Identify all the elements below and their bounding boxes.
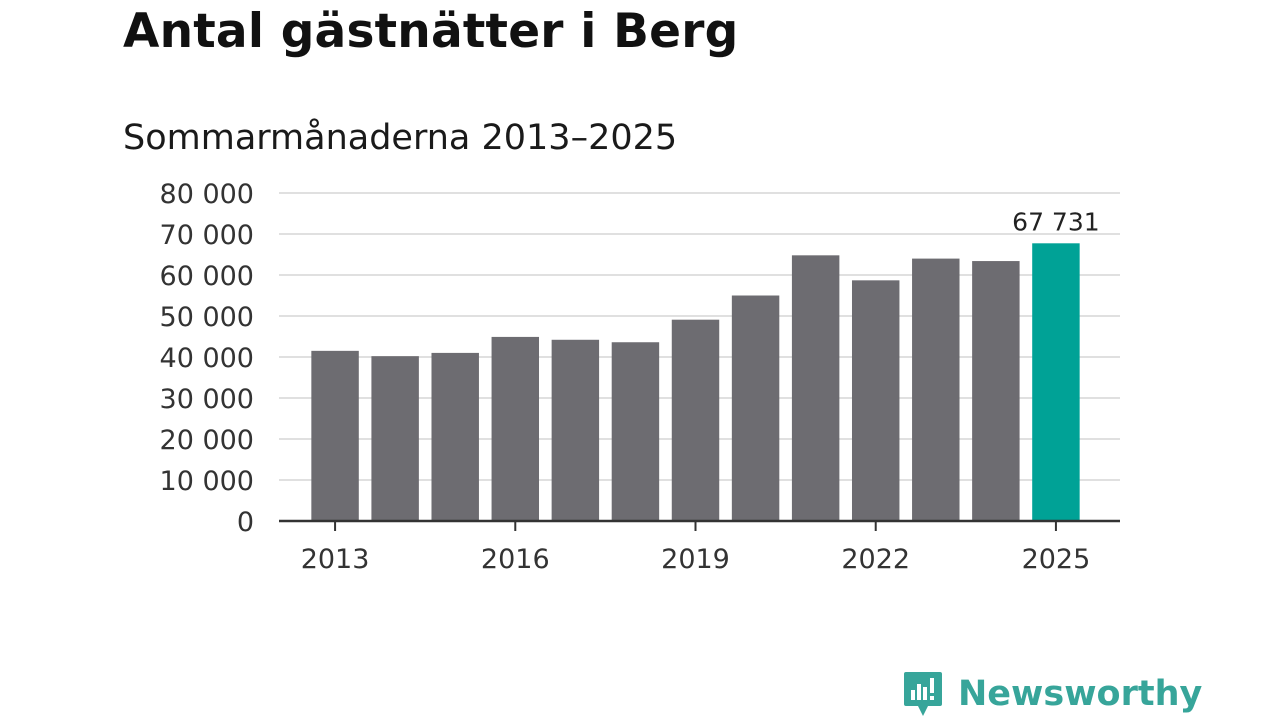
bar-2025 <box>1032 243 1080 521</box>
x-tick-label: 2019 <box>661 544 730 575</box>
y-tick-label: 60 000 <box>160 261 254 292</box>
y-tick-label: 30 000 <box>160 384 254 415</box>
bar-2016 <box>491 336 540 521</box>
chart-title: Antal gästnätter i Berg <box>123 4 739 59</box>
y-tick-label: 0 <box>237 507 254 538</box>
newsworthy-logo-icon <box>904 672 942 716</box>
bar-2018 <box>611 342 660 521</box>
y-tick-label: 40 000 <box>160 343 254 374</box>
y-tick-label: 20 000 <box>160 425 254 456</box>
bar-2024 <box>972 261 1020 521</box>
x-tick-label: 2013 <box>301 544 370 575</box>
bar-2023 <box>912 258 960 521</box>
bar-2020 <box>731 295 780 521</box>
bar-2017 <box>551 339 600 521</box>
y-tick-label: 70 000 <box>160 220 254 251</box>
data-label: 67 731 <box>1012 207 1099 236</box>
bar-2013 <box>311 350 359 521</box>
bar-2014 <box>371 356 419 521</box>
bar-2015 <box>431 352 479 521</box>
x-tick-label: 2016 <box>481 544 550 575</box>
bar-2021 <box>791 255 840 521</box>
y-tick-label: 10 000 <box>160 466 254 497</box>
bar-2019 <box>671 319 720 521</box>
x-tick-label: 2022 <box>841 544 910 575</box>
brand-name: Newsworthy <box>958 674 1203 714</box>
x-tick-label: 2025 <box>1022 544 1091 575</box>
y-tick-label: 50 000 <box>160 302 254 333</box>
y-tick-label: 80 000 <box>160 179 254 210</box>
chart-subtitle: Sommarmånaderna 2013–2025 <box>123 118 678 158</box>
bar-2022 <box>851 280 900 521</box>
newsworthy-brand: Newsworthy <box>902 670 1202 718</box>
